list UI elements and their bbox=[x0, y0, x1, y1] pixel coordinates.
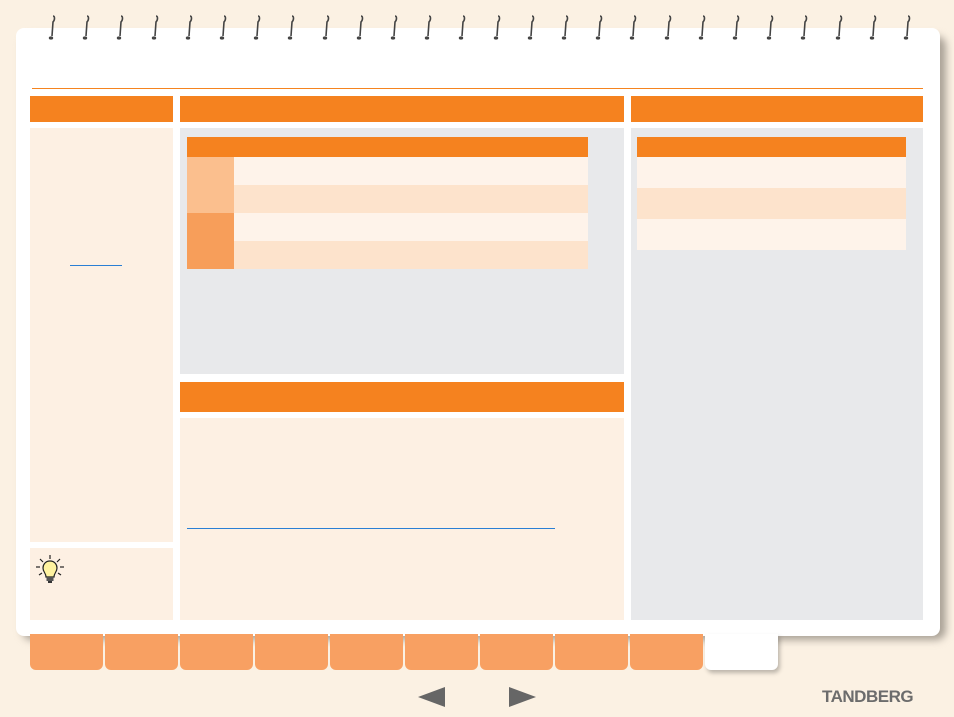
tip-panel bbox=[30, 548, 173, 620]
right-panel-header bbox=[631, 96, 923, 122]
spiral-ring bbox=[663, 14, 673, 46]
bottom-tab-bar bbox=[30, 634, 780, 670]
spiral-ring bbox=[868, 14, 878, 46]
spiral-ring bbox=[902, 14, 912, 46]
spiral-ring bbox=[731, 14, 741, 46]
spiral-ring bbox=[218, 14, 228, 46]
spiral-ring bbox=[389, 14, 399, 46]
tab-9[interactable] bbox=[630, 634, 703, 670]
spiral-ring bbox=[150, 14, 160, 46]
tab-6[interactable] bbox=[405, 634, 478, 670]
left-panel-header bbox=[30, 96, 173, 122]
lightbulb-icon bbox=[34, 554, 66, 586]
middle-bottom-link[interactable] bbox=[187, 528, 555, 529]
spiral-ring bbox=[628, 14, 638, 46]
spiral-ring bbox=[594, 14, 604, 46]
spiral-ring bbox=[286, 14, 296, 46]
tab-3[interactable] bbox=[180, 634, 253, 670]
table-row bbox=[637, 219, 906, 250]
middle-panel-header bbox=[180, 96, 624, 122]
title-rule bbox=[32, 88, 923, 89]
right-table-header bbox=[637, 137, 906, 157]
left-arrow-icon[interactable] bbox=[418, 686, 446, 708]
table-row bbox=[187, 213, 588, 241]
left-panel-body bbox=[30, 128, 173, 542]
spiral-ring bbox=[423, 14, 433, 46]
table-row bbox=[187, 185, 588, 213]
tab-2[interactable] bbox=[105, 634, 178, 670]
spiral-ring bbox=[355, 14, 365, 46]
tab-10[interactable] bbox=[705, 634, 778, 670]
left-panel-link[interactable] bbox=[70, 248, 122, 262]
spiral-ring bbox=[457, 14, 467, 46]
spiral-ring bbox=[560, 14, 570, 46]
middle-table-header bbox=[187, 137, 588, 157]
middle-table bbox=[187, 137, 588, 269]
middle-bottom-panel-header bbox=[180, 382, 624, 412]
tab-1[interactable] bbox=[30, 634, 103, 670]
spiral-ring bbox=[765, 14, 775, 46]
tab-4[interactable] bbox=[255, 634, 328, 670]
tab-8[interactable] bbox=[555, 634, 628, 670]
table-row bbox=[637, 157, 906, 188]
spiral-ring bbox=[321, 14, 331, 46]
middle-bottom-panel-body bbox=[180, 418, 624, 620]
table-row bbox=[187, 157, 588, 185]
spiral-ring bbox=[47, 14, 57, 46]
spiral-ring bbox=[526, 14, 536, 46]
tandberg-logo: TANDBERG bbox=[822, 687, 914, 706]
left-panel-link-underline[interactable] bbox=[70, 265, 122, 266]
spiral-ring bbox=[834, 14, 844, 46]
right-table bbox=[637, 137, 906, 250]
table-row bbox=[637, 188, 906, 219]
spiral-ring bbox=[115, 14, 125, 46]
table-row bbox=[187, 241, 588, 269]
tab-5[interactable] bbox=[330, 634, 403, 670]
spiral-ring bbox=[492, 14, 502, 46]
spiral-ring bbox=[81, 14, 91, 46]
tab-7[interactable] bbox=[480, 634, 553, 670]
spiral-ring bbox=[252, 14, 262, 46]
right-arrow-icon[interactable] bbox=[508, 686, 536, 708]
spiral-ring bbox=[184, 14, 194, 46]
spiral-ring bbox=[799, 14, 809, 46]
spiral-ring bbox=[697, 14, 707, 46]
